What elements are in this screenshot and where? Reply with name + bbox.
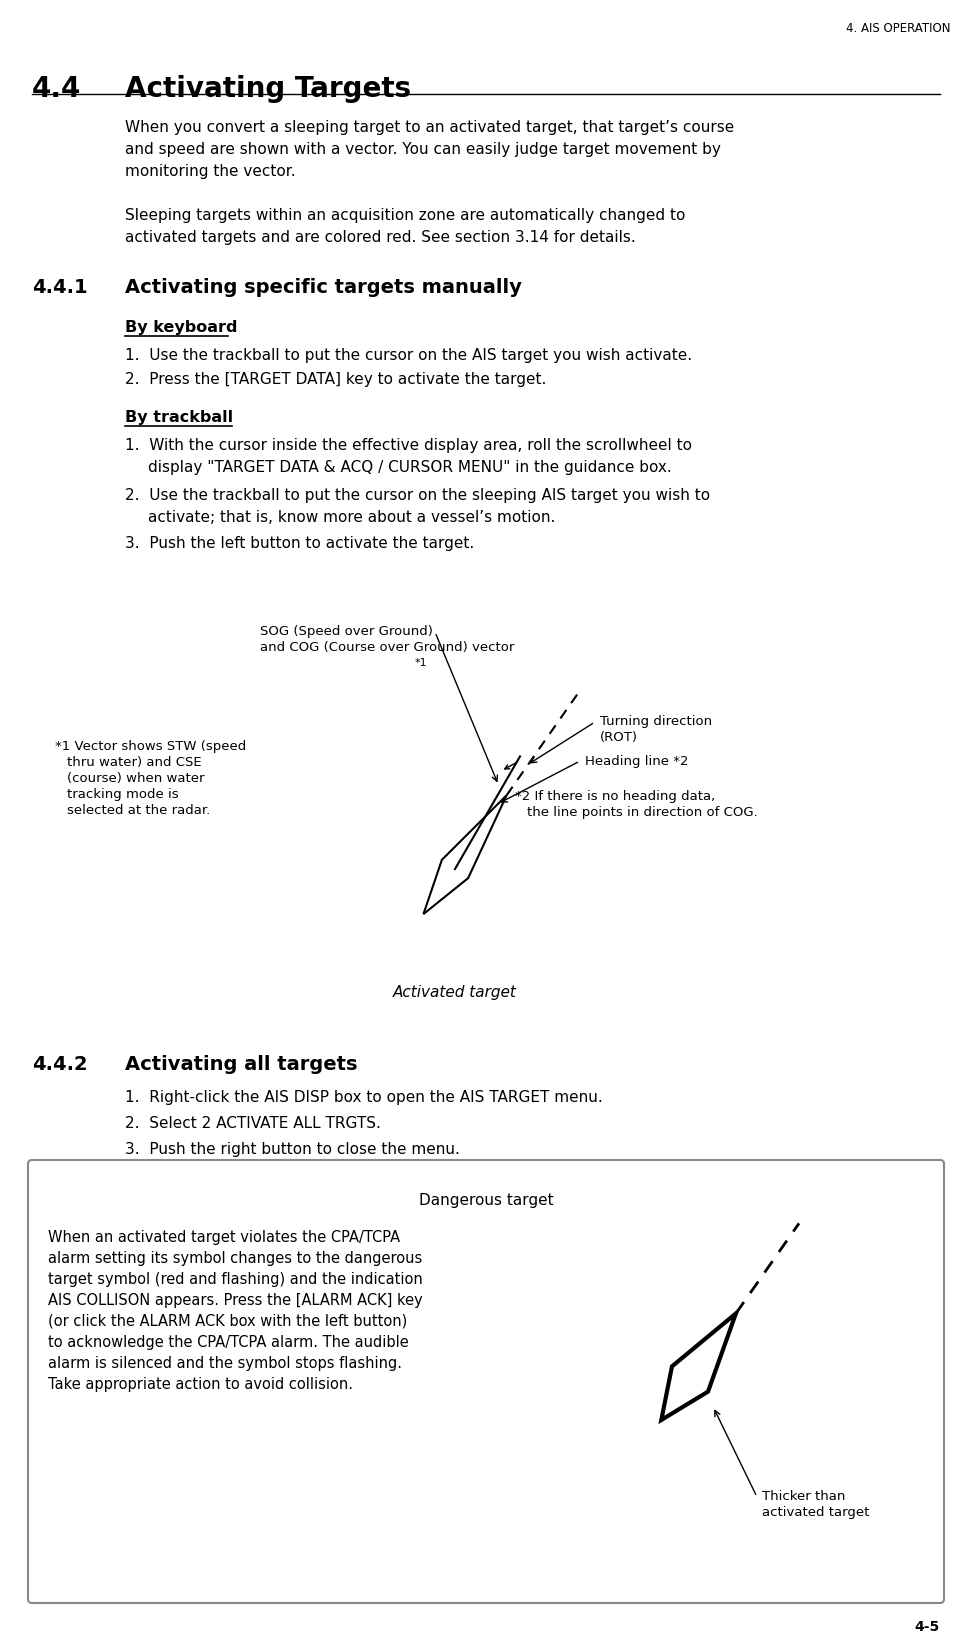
Text: thru water) and CSE: thru water) and CSE xyxy=(67,756,201,769)
Text: SOG (Speed over Ground): SOG (Speed over Ground) xyxy=(260,625,433,638)
Text: By trackball: By trackball xyxy=(125,410,234,424)
Text: activated targets and are colored red. See section 3.14 for details.: activated targets and are colored red. S… xyxy=(125,230,635,245)
Text: alarm is silenced and the symbol stops flashing.: alarm is silenced and the symbol stops f… xyxy=(48,1355,402,1371)
Text: Dangerous target: Dangerous target xyxy=(418,1193,554,1208)
Text: 4.4: 4.4 xyxy=(32,75,82,103)
Text: Activating all targets: Activating all targets xyxy=(125,1054,357,1074)
Text: (course) when water: (course) when water xyxy=(67,772,204,785)
Text: activated target: activated target xyxy=(762,1505,869,1518)
Text: 4. AIS OPERATION: 4. AIS OPERATION xyxy=(846,21,950,34)
Text: and COG (Course over Ground) vector: and COG (Course over Ground) vector xyxy=(260,641,515,653)
Text: 3.  Push the left button to activate the target.: 3. Push the left button to activate the … xyxy=(125,535,474,550)
Text: By keyboard: By keyboard xyxy=(125,320,237,335)
Text: 2.  Select 2 ACTIVATE ALL TRGTS.: 2. Select 2 ACTIVATE ALL TRGTS. xyxy=(125,1115,380,1131)
Text: and speed are shown with a vector. You can easily judge target movement by: and speed are shown with a vector. You c… xyxy=(125,142,721,157)
Text: tracking mode is: tracking mode is xyxy=(67,788,179,801)
Text: target symbol (red and flashing) and the indication: target symbol (red and flashing) and the… xyxy=(48,1271,422,1286)
Text: alarm setting its symbol changes to the dangerous: alarm setting its symbol changes to the … xyxy=(48,1250,422,1265)
Text: 4-5: 4-5 xyxy=(915,1619,940,1632)
Text: display "TARGET DATA & ACQ / CURSOR MENU" in the guidance box.: display "TARGET DATA & ACQ / CURSOR MENU… xyxy=(148,460,671,475)
Text: Heading line *2: Heading line *2 xyxy=(585,754,689,767)
Text: Thicker than: Thicker than xyxy=(762,1488,846,1501)
Text: 4.4.1: 4.4.1 xyxy=(32,277,88,297)
Text: to acknowledge the CPA/TCPA alarm. The audible: to acknowledge the CPA/TCPA alarm. The a… xyxy=(48,1335,409,1350)
Text: 1.  With the cursor inside the effective display area, roll the scrollwheel to: 1. With the cursor inside the effective … xyxy=(125,437,692,452)
Text: activate; that is, know more about a vessel’s motion.: activate; that is, know more about a ves… xyxy=(148,509,556,524)
Text: 2.  Press the [TARGET DATA] key to activate the target.: 2. Press the [TARGET DATA] key to activa… xyxy=(125,372,547,387)
Text: 2.  Use the trackball to put the cursor on the sleeping AIS target you wish to: 2. Use the trackball to put the cursor o… xyxy=(125,488,710,503)
Text: selected at the radar.: selected at the radar. xyxy=(67,803,210,816)
Text: monitoring the vector.: monitoring the vector. xyxy=(125,163,296,180)
Text: Turning direction: Turning direction xyxy=(600,715,712,728)
Text: AIS COLLISON appears. Press the [ALARM ACK] key: AIS COLLISON appears. Press the [ALARM A… xyxy=(48,1293,422,1307)
Text: 1.  Use the trackball to put the cursor on the AIS target you wish activate.: 1. Use the trackball to put the cursor o… xyxy=(125,348,692,362)
Text: the line points in direction of COG.: the line points in direction of COG. xyxy=(527,806,758,819)
Text: 4.4.2: 4.4.2 xyxy=(32,1054,88,1074)
Text: Activating specific targets manually: Activating specific targets manually xyxy=(125,277,522,297)
Text: (ROT): (ROT) xyxy=(600,731,638,744)
Text: When an activated target violates the CPA/TCPA: When an activated target violates the CP… xyxy=(48,1229,400,1244)
Text: When you convert a sleeping target to an activated target, that target’s course: When you convert a sleeping target to an… xyxy=(125,119,735,135)
Text: *1 Vector shows STW (speed: *1 Vector shows STW (speed xyxy=(55,739,246,752)
Text: 3.  Push the right button to close the menu.: 3. Push the right button to close the me… xyxy=(125,1141,460,1157)
Text: 1.  Right-click the AIS DISP box to open the AIS TARGET menu.: 1. Right-click the AIS DISP box to open … xyxy=(125,1089,602,1105)
Text: (or click the ALARM ACK box with the left button): (or click the ALARM ACK box with the lef… xyxy=(48,1314,408,1328)
Text: Activated target: Activated target xyxy=(393,984,517,999)
Text: Take appropriate action to avoid collision.: Take appropriate action to avoid collisi… xyxy=(48,1376,353,1390)
Text: Activating Targets: Activating Targets xyxy=(125,75,412,103)
Text: *2 If there is no heading data,: *2 If there is no heading data, xyxy=(515,790,715,803)
FancyBboxPatch shape xyxy=(28,1160,944,1603)
Text: Sleeping targets within an acquisition zone are automatically changed to: Sleeping targets within an acquisition z… xyxy=(125,207,685,224)
Text: *1: *1 xyxy=(415,658,427,667)
